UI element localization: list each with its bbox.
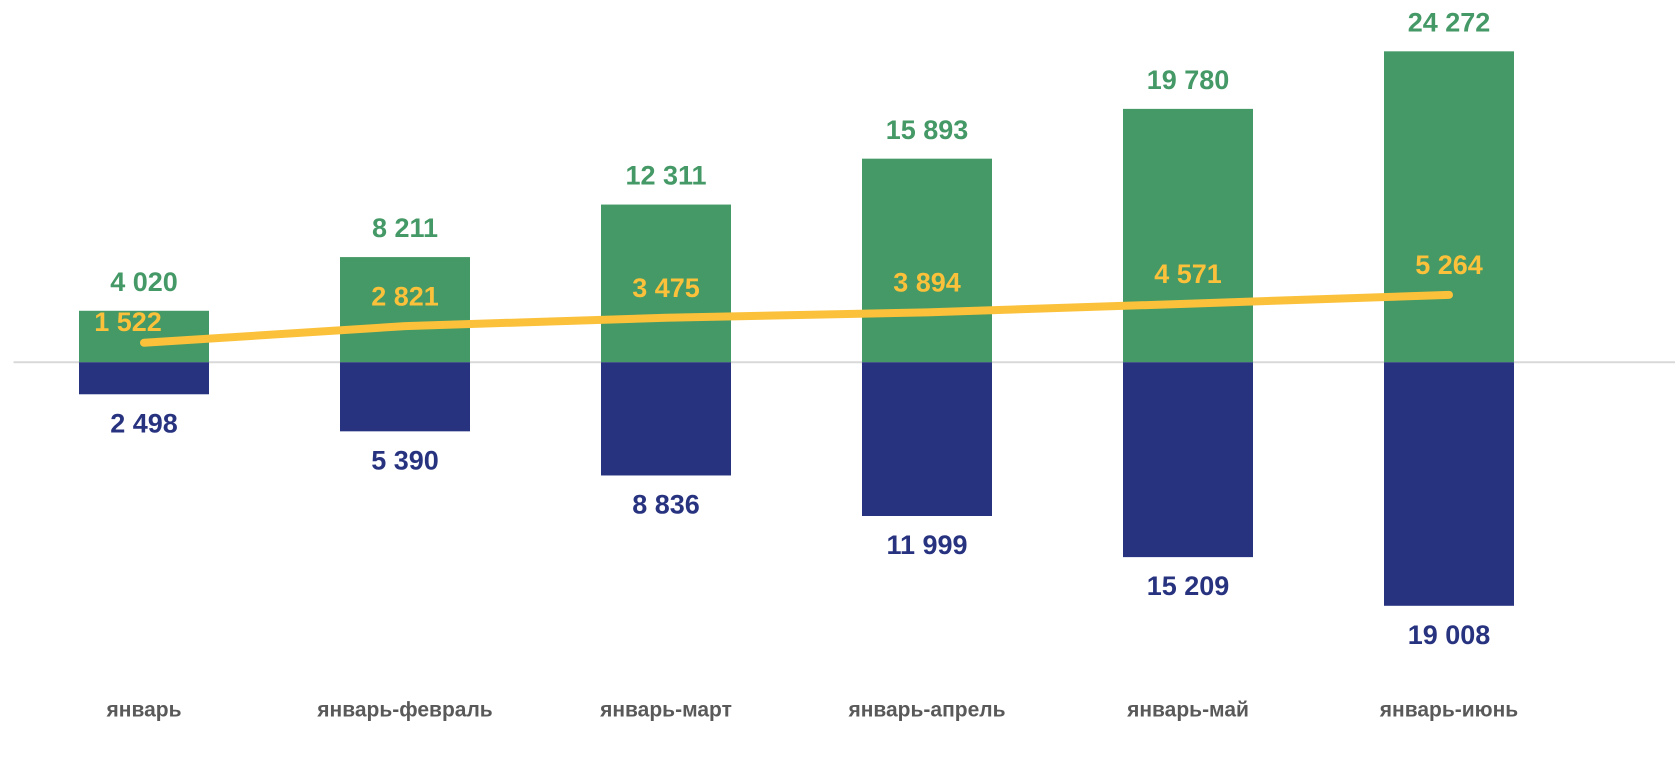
x-tick-label: январь-февраль (316, 699, 493, 722)
data-label: 5 390 (371, 445, 439, 475)
data-label: 5 264 (1415, 250, 1483, 280)
data-label: 19 780 (1147, 65, 1230, 95)
bar (1123, 108, 1253, 363)
data-label: 4 571 (1154, 259, 1222, 289)
data-label: 3 894 (893, 268, 961, 298)
data-label: 15 209 (1147, 571, 1230, 601)
bar (340, 362, 470, 432)
data-label: 4 020 (110, 267, 178, 297)
bar (601, 362, 731, 476)
data-label: 8 211 (372, 213, 438, 243)
x-tick-label: январь (106, 699, 182, 722)
bar (601, 204, 731, 363)
x-tick-label: январь-май (1126, 699, 1249, 722)
bar (1384, 51, 1514, 363)
data-label: 3 475 (632, 273, 700, 303)
bar (340, 257, 470, 363)
line (140, 290, 1453, 347)
bar (79, 362, 209, 395)
x-tick-label: январь-июнь (1379, 699, 1519, 722)
x-tick-label: январь-апрель (847, 699, 1005, 722)
data-label: 12 311 (625, 161, 706, 191)
bar (862, 362, 992, 516)
data-label: 11 999 (886, 530, 967, 560)
bar (1384, 362, 1514, 606)
data-label: 19 008 (1408, 620, 1491, 650)
data-label: 2 821 (371, 281, 439, 311)
bar (862, 158, 992, 363)
x-tick-label: январь-март (599, 699, 732, 722)
data-label: 24 272 (1408, 7, 1491, 37)
data-label: 1 522 (94, 307, 162, 337)
data-label: 8 836 (632, 490, 700, 520)
data-label: 15 893 (886, 115, 969, 145)
bar (1123, 362, 1253, 558)
data-label: 2 498 (110, 408, 178, 438)
